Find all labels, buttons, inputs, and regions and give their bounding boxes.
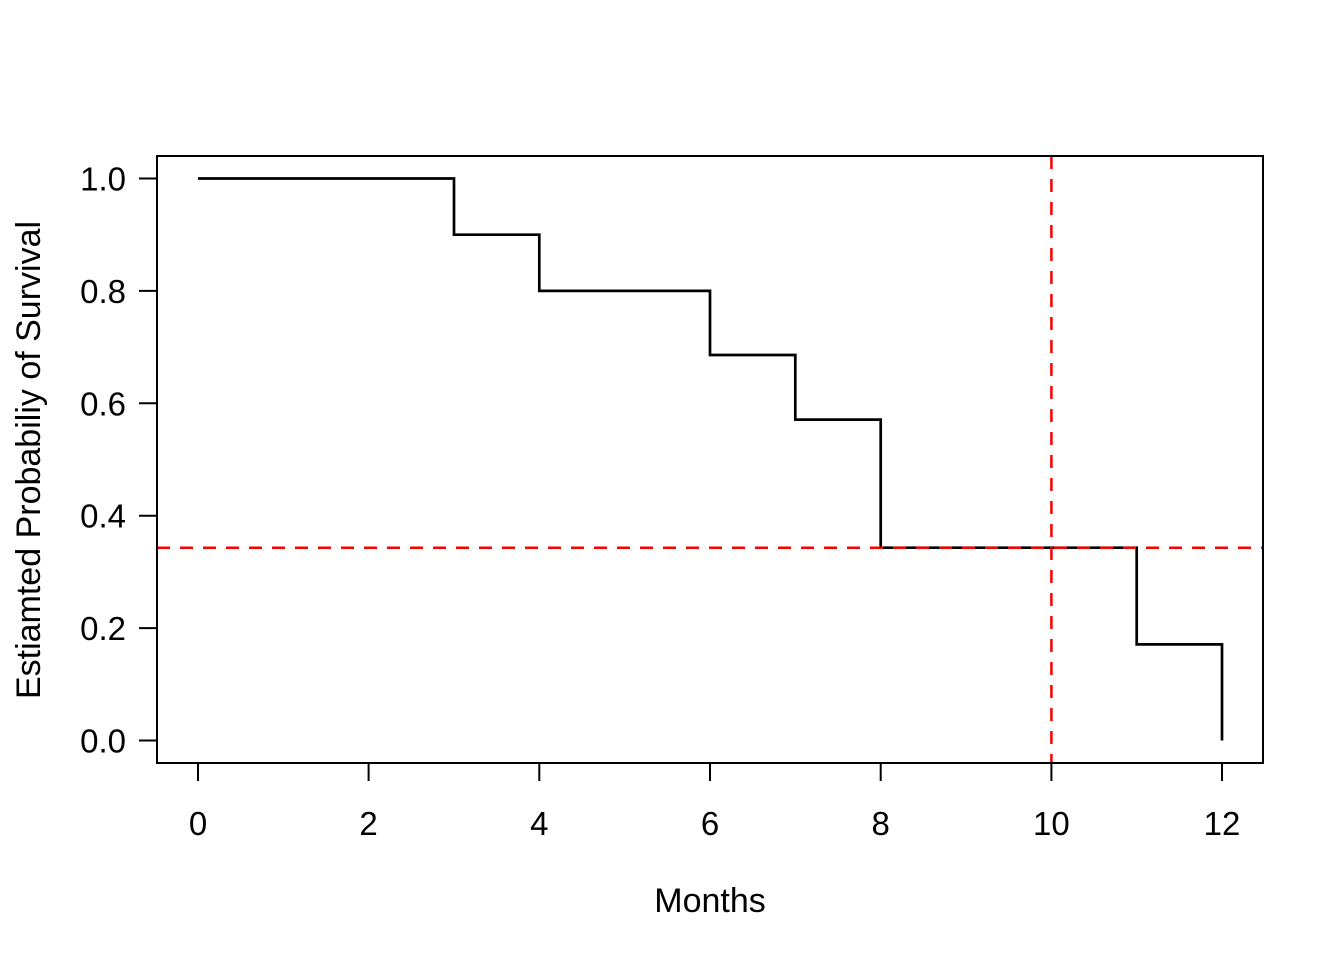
x-tick-label: 8 xyxy=(872,805,890,842)
y-axis: 0.0 0.2 0.4 0.6 0.8 1.0 xyxy=(80,161,157,760)
x-tick-label: 0 xyxy=(189,805,207,842)
series-layer xyxy=(198,177,1224,741)
x-tick-label: 10 xyxy=(1033,805,1070,842)
y-tick-label: 0.0 xyxy=(80,723,126,760)
y-tick-label: 0.6 xyxy=(80,385,126,422)
x-tick-label: 2 xyxy=(359,805,377,842)
plot-box xyxy=(156,155,1264,764)
x-axis: 0 2 4 6 8 10 12 xyxy=(189,763,1241,842)
x-tick-label: 6 xyxy=(701,805,719,842)
reference-lines-layer xyxy=(157,156,1263,763)
y-axis-title: Estiamted Probabiliy of Survival xyxy=(10,221,48,699)
y-tick-label: 0.2 xyxy=(80,610,126,647)
survival-curve xyxy=(198,177,1224,741)
x-axis-title: Months xyxy=(654,882,766,920)
y-tick-label: 0.4 xyxy=(80,498,126,535)
y-tick-label: 0.8 xyxy=(80,273,126,310)
x-tick-label: 4 xyxy=(530,805,548,842)
y-tick-label: 1.0 xyxy=(80,161,126,198)
x-tick-label: 12 xyxy=(1204,805,1241,842)
